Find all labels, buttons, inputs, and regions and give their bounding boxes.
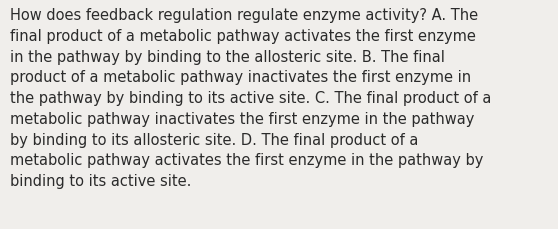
Text: How does feedback regulation regulate enzyme activity? A. The
final product of a: How does feedback regulation regulate en…	[10, 8, 492, 188]
